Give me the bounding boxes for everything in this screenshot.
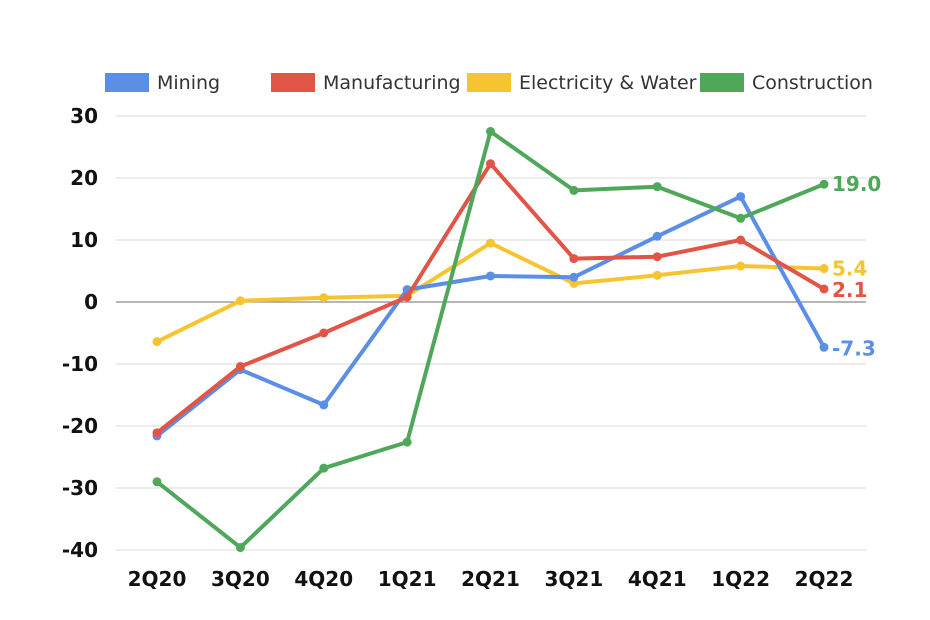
series-lines	[152, 127, 829, 553]
data-point	[486, 271, 495, 281]
data-point	[819, 284, 829, 294]
data-point	[819, 179, 829, 189]
data-point	[319, 293, 329, 303]
data-point	[736, 192, 746, 202]
x-tick-label: 4Q21	[628, 567, 687, 591]
x-tick-label: 2Q22	[795, 567, 854, 591]
y-tick-label: -20	[62, 414, 98, 438]
end-label-construction: 19.0	[832, 172, 881, 196]
series-electricity-and-water	[152, 238, 829, 347]
legend-item-construction: Construction	[700, 72, 873, 94]
data-point	[235, 543, 245, 553]
data-point	[569, 254, 579, 264]
series-mining	[152, 192, 829, 441]
y-tick-label: 20	[70, 166, 98, 190]
data-point	[152, 477, 162, 487]
legend-item-electricity-and-water: Electricity & Water	[467, 72, 697, 94]
series-line	[155, 129, 826, 550]
data-point	[819, 342, 829, 352]
y-tick-label: -40	[62, 538, 98, 562]
data-point	[486, 127, 495, 136]
data-point	[569, 185, 579, 195]
data-point	[319, 400, 329, 410]
legend-swatch	[271, 73, 315, 92]
data-point	[402, 437, 412, 447]
x-tick-label: 2Q21	[461, 567, 520, 591]
series-manufacturing	[152, 159, 829, 438]
x-tick-label: 4Q20	[294, 567, 353, 591]
legend-label: Mining	[157, 72, 220, 94]
data-point	[319, 463, 329, 473]
data-point	[235, 361, 245, 371]
y-tick-label: 0	[84, 290, 98, 314]
data-point	[235, 296, 245, 306]
x-tick-label: 3Q20	[211, 567, 270, 591]
end-label-manufacturing: 2.1	[832, 278, 867, 302]
data-point	[569, 272, 579, 282]
axis-ticks: 30 20 10 0 -10 -20 -30 -40 2Q20 3Q20 4Q20 1Q21 2Q21 3…	[62, 104, 854, 591]
legend-swatch	[105, 73, 149, 92]
y-tick-label: 30	[70, 104, 98, 128]
series-line	[155, 194, 826, 438]
x-tick-label: 2Q20	[128, 567, 187, 591]
data-point	[652, 231, 662, 241]
legend-swatch	[700, 73, 744, 92]
legend-label: Construction	[752, 72, 873, 94]
data-point	[652, 270, 662, 280]
data-point	[736, 213, 746, 223]
data-point	[152, 337, 162, 347]
series-construction	[152, 127, 829, 553]
y-tick-label: 10	[70, 228, 98, 252]
data-point	[652, 252, 662, 262]
y-tick-label: -10	[62, 352, 98, 376]
gridlines	[116, 115, 866, 551]
legend-label: Manufacturing	[323, 72, 461, 94]
x-tick-label: 3Q21	[545, 567, 604, 591]
data-point	[319, 328, 329, 338]
end-labels: -7.3 2.15.4 19.0	[832, 172, 881, 360]
data-point	[486, 159, 495, 169]
data-point	[652, 182, 662, 192]
x-tick-label: 1Q22	[711, 567, 770, 591]
y-tick-label: -30	[62, 476, 98, 500]
legend-item-mining: Mining	[105, 72, 220, 94]
data-point	[569, 278, 579, 288]
end-label-mining: -7.3	[832, 336, 876, 360]
data-point	[819, 264, 829, 274]
legend-item-manufacturing: Manufacturing	[271, 72, 461, 94]
data-point	[152, 428, 162, 438]
end-label-electricity-and-water: 5.4	[832, 257, 867, 281]
series-line	[155, 241, 826, 344]
data-point	[402, 292, 412, 302]
legend-label: Electricity & Water	[519, 72, 697, 94]
x-tick-label: 1Q21	[378, 567, 437, 591]
data-point	[736, 261, 746, 271]
legend-swatch	[467, 73, 511, 92]
legend: Mining Manufacturing Electricity & Water Co…	[105, 72, 873, 94]
data-point	[486, 238, 495, 248]
data-point	[736, 235, 746, 245]
